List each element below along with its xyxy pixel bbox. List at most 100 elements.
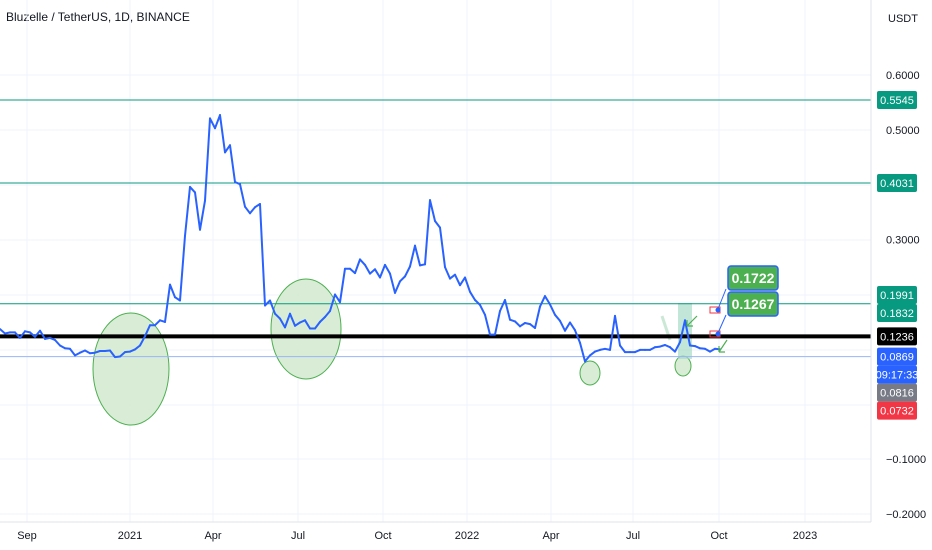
data-point bbox=[399, 280, 401, 283]
chart-title: Bluzelle / TetherUS, 1D, BINANCE bbox=[6, 10, 190, 24]
data-point bbox=[224, 151, 226, 154]
data-point bbox=[614, 314, 616, 317]
data-point bbox=[369, 272, 371, 275]
data-point bbox=[34, 335, 36, 338]
arrow-icon bbox=[686, 315, 698, 327]
data-point bbox=[29, 331, 31, 334]
price-badge bbox=[877, 285, 917, 304]
data-point bbox=[19, 336, 21, 339]
data-point bbox=[644, 348, 646, 351]
data-point bbox=[654, 346, 656, 349]
data-point bbox=[299, 321, 301, 324]
price-badge bbox=[877, 90, 917, 109]
data-point bbox=[619, 344, 621, 347]
data-point bbox=[279, 317, 281, 320]
highlight-circle bbox=[270, 278, 342, 380]
data-point bbox=[339, 301, 341, 304]
data-point bbox=[294, 324, 296, 327]
price-badge-label: 0.0816 bbox=[880, 388, 914, 400]
data-point bbox=[0, 328, 1, 331]
data-point bbox=[234, 181, 236, 184]
data-point bbox=[69, 347, 71, 350]
data-point bbox=[629, 351, 631, 354]
data-point bbox=[274, 312, 276, 315]
data-point bbox=[159, 319, 161, 322]
data-point bbox=[314, 327, 316, 330]
data-point bbox=[194, 191, 196, 194]
data-point bbox=[439, 226, 441, 229]
data-point bbox=[134, 348, 136, 351]
data-point bbox=[649, 348, 651, 351]
highlight-zones bbox=[92, 278, 692, 426]
data-point bbox=[434, 219, 436, 222]
data-point bbox=[624, 351, 626, 354]
x-ticks: Sep 2021 Apr Jul Oct 2022 Apr Jul Oct 2023 bbox=[17, 530, 817, 542]
data-point bbox=[89, 352, 91, 355]
data-point bbox=[219, 114, 221, 117]
data-point bbox=[214, 127, 216, 130]
data-point bbox=[449, 277, 451, 280]
data-point bbox=[394, 291, 396, 294]
data-point bbox=[209, 117, 211, 120]
data-point bbox=[309, 327, 311, 330]
data-point bbox=[344, 267, 346, 270]
data-point bbox=[634, 351, 636, 354]
x-tick-label: Sep bbox=[17, 530, 37, 542]
data-point bbox=[54, 339, 56, 342]
data-point bbox=[254, 206, 256, 209]
data-point bbox=[359, 258, 361, 261]
data-point bbox=[549, 303, 551, 306]
data-point bbox=[454, 273, 456, 276]
data-point bbox=[149, 324, 151, 327]
arrow-icon bbox=[718, 339, 728, 353]
data-point bbox=[559, 319, 561, 322]
data-point bbox=[604, 347, 606, 350]
callout-label: 0.1722 bbox=[732, 270, 775, 286]
data-point bbox=[524, 322, 526, 325]
y-tick-label: −0.2000 bbox=[886, 509, 926, 521]
callout-anchor bbox=[715, 307, 721, 313]
data-point bbox=[289, 312, 291, 315]
data-point bbox=[24, 330, 26, 333]
data-point bbox=[544, 295, 546, 298]
data-point bbox=[174, 296, 176, 299]
data-point bbox=[324, 315, 326, 318]
data-point bbox=[529, 323, 531, 326]
x-tick-label: Jul bbox=[626, 530, 640, 542]
data-point bbox=[574, 329, 576, 332]
callout-box bbox=[727, 265, 779, 291]
data-point bbox=[79, 351, 81, 354]
data-point bbox=[49, 336, 51, 339]
y-tick-label: 0.6000 bbox=[886, 70, 920, 82]
data-point bbox=[519, 325, 521, 328]
price-badge bbox=[877, 174, 917, 193]
data-point bbox=[354, 272, 356, 275]
data-point bbox=[499, 309, 501, 312]
price-badge bbox=[877, 365, 917, 384]
data-point bbox=[4, 332, 6, 335]
data-point bbox=[139, 344, 141, 347]
data-point bbox=[169, 283, 171, 286]
price-badge bbox=[877, 347, 917, 366]
price-axis: USDT bbox=[870, 0, 932, 522]
data-point bbox=[114, 356, 116, 359]
x-tick-label: Oct bbox=[710, 530, 727, 542]
data-point bbox=[424, 263, 426, 266]
data-point bbox=[334, 293, 336, 296]
data-point bbox=[444, 266, 446, 269]
data-point bbox=[409, 265, 411, 268]
data-point bbox=[469, 290, 471, 293]
price-badge-label: 09:17:33 bbox=[876, 370, 919, 382]
data-point bbox=[189, 185, 191, 188]
price-badge-label: 0.4031 bbox=[880, 178, 914, 190]
data-point bbox=[459, 284, 461, 287]
data-point bbox=[109, 349, 111, 352]
data-point bbox=[164, 320, 166, 323]
data-point bbox=[244, 205, 246, 208]
data-point bbox=[589, 354, 591, 357]
data-point bbox=[599, 348, 601, 351]
data-point bbox=[509, 318, 511, 321]
price-badge bbox=[877, 401, 917, 420]
